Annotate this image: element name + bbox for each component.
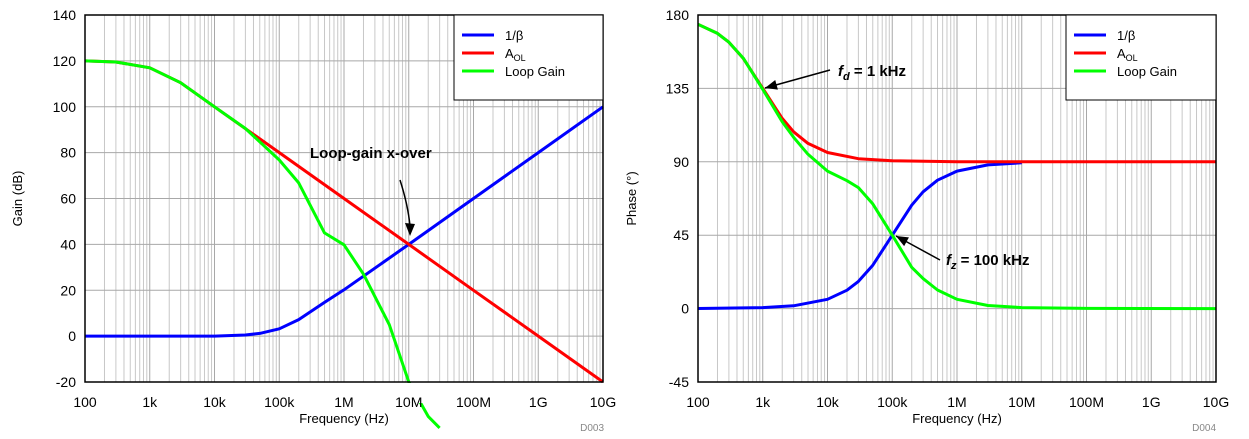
x-tick-label: 1k [142,394,158,410]
x-tick-label: 1M [334,394,353,410]
series-line-inverse-beta [697,161,1022,310]
legend-entry: Loop Gain [1117,64,1177,79]
chart-2: 100 1k 10k 100k 1M 10M 100M 1G 10G -45 0 45 90 135 180… [624,7,1229,434]
annotation-leader [399,179,411,227]
y-tick-label: -20 [56,374,76,390]
annotation-arrowhead [896,236,909,247]
y-tick-label: 135 [666,80,690,96]
plot-bottom-mask [83,383,605,403]
chart-1: 100 1k 10k 100k 1M 10M 100M 1G 10G -20 0 20 40 60 80 10… [10,7,616,434]
x-axis-label: Frequency (Hz) [912,411,1002,426]
annotation-arrowhead [405,223,415,236]
y-tick-label: 120 [53,53,77,69]
annotation-label: fd = 1 kHz [838,63,906,83]
x-tick-label: 10G [1203,394,1229,410]
x-tick-label: 1G [529,394,548,410]
x-tick-label: 100M [456,394,491,410]
y-tick-label: 100 [53,99,77,115]
y-tick-label: 180 [666,7,690,23]
annotation-label: Loop-gain x-over [310,145,432,162]
x-tick-label: 1k [755,394,771,410]
y-tick-label: 40 [60,236,76,252]
y-tick-label: -45 [669,374,689,390]
plot-bottom-mask [696,383,1218,403]
x-axis-label: Frequency (Hz) [299,411,389,426]
y-tick-label: 20 [60,282,76,298]
y-tick-label: 0 [681,301,689,317]
x-tick-label: 1M [947,394,966,410]
x-tick-label: 100M [1069,394,1104,410]
legend-box [453,14,604,101]
x-tick-label: 10M [395,394,422,410]
legend-entry: 1/β [1117,28,1135,43]
legend-entry: Loop Gain [505,64,565,79]
series-line-inverse-beta [85,105,604,338]
legend-entry: 1/β [505,28,523,43]
annotation: Loop-gain x-over [310,145,432,236]
series-line-loop-gain [84,59,441,429]
y-tick-label: 60 [60,191,76,207]
x-tick-label: 1G [1142,394,1161,410]
figure-code: D003 [580,423,604,434]
annotation-label: fz = 100 kHz [946,252,1029,272]
annotation: fz = 100 kHz [895,235,1029,272]
series-line-loop-gain [697,22,1217,311]
legend-box [1065,14,1217,101]
y-tick-label: 140 [53,7,77,23]
x-tick-label: 100 [73,394,97,410]
y-tick-label: 80 [60,145,76,161]
plot-frame [84,14,604,383]
annotation-arrowhead [765,79,778,90]
y-tick-label: 45 [673,227,689,243]
y-tick-label: 0 [68,328,76,344]
y-axis-label: Gain (dB) [10,171,25,227]
plot-frame [697,14,1217,383]
x-tick-label: 100 [686,394,710,410]
figure-code: D004 [1192,423,1216,434]
x-tick-label: 10k [203,394,227,410]
x-tick-label: 100k [877,394,908,410]
x-tick-label: 10k [816,394,840,410]
x-tick-label: 100k [264,394,295,410]
y-tick-label: 90 [673,154,689,170]
annotation: fd = 1 kHz [764,63,906,90]
x-tick-label: 10G [590,394,616,410]
y-axis-label: Phase (°) [624,171,639,225]
x-tick-label: 10M [1008,394,1035,410]
